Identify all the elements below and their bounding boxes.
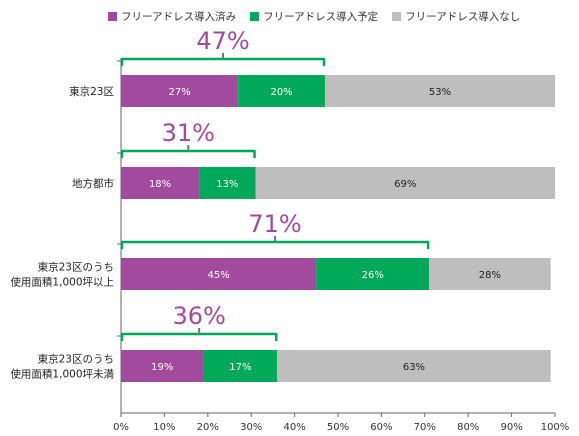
x-tick-label: 0% xyxy=(113,422,129,433)
bracket-line xyxy=(120,57,326,67)
legend-swatch xyxy=(108,11,117,21)
legend-swatch xyxy=(250,11,260,21)
data-label: 17% xyxy=(229,362,251,373)
bar-segment xyxy=(316,258,430,290)
bar-segment xyxy=(199,167,256,199)
category-label: 東京23区 xyxy=(69,85,114,98)
data-label: 18% xyxy=(149,179,171,190)
legend-label: フリーアドレス導入なし xyxy=(405,10,521,23)
bar-segment xyxy=(324,75,555,107)
x-tick-label: 100% xyxy=(541,422,570,433)
data-label: 69% xyxy=(394,179,416,190)
bracket-line xyxy=(120,240,430,250)
bar-segment xyxy=(121,258,317,290)
bar-segment xyxy=(121,75,239,107)
x-tick-label: 20% xyxy=(197,422,219,433)
bar-segment xyxy=(203,350,278,382)
bar-segment xyxy=(238,75,325,107)
x-tick-label: 60% xyxy=(370,422,392,433)
bracket-line xyxy=(120,332,278,342)
category-label: 地方都市 xyxy=(72,177,114,190)
data-label: 45% xyxy=(208,270,230,281)
data-label: 26% xyxy=(362,270,384,281)
legend-label: フリーアドレス導入済み xyxy=(121,10,237,23)
data-label: 13% xyxy=(216,179,238,190)
x-tick-label: 10% xyxy=(153,422,175,433)
category-label: 東京23区のうち xyxy=(38,353,114,366)
annotation-label: 71% xyxy=(248,210,301,238)
data-label: 53% xyxy=(429,87,451,98)
legend: フリーアドレス導入済み フリーアドレス導入予定 フリーアドレス導入なし xyxy=(108,6,520,26)
data-label: 19% xyxy=(151,362,173,373)
category-label: 東京23区のうち xyxy=(38,261,114,274)
x-tick-label: 70% xyxy=(414,422,436,433)
annotation-label: 47% xyxy=(196,27,249,55)
bar-segment xyxy=(121,167,200,199)
category-label: 使用面積1,000坪以上 xyxy=(10,276,114,289)
annotation-label: 36% xyxy=(172,302,225,330)
bar-segment xyxy=(255,167,556,199)
bar-segment xyxy=(121,350,204,382)
bar-segment xyxy=(429,258,551,290)
legend-label: フリーアドレス導入予定 xyxy=(263,10,379,23)
annotation-label: 31% xyxy=(162,119,215,147)
category-label: 使用面積1,000坪未満 xyxy=(10,368,114,381)
legend-swatch xyxy=(392,11,402,21)
bar-segment xyxy=(277,350,551,382)
x-tick-label: 80% xyxy=(457,422,479,433)
legend-item: フリーアドレス導入なし xyxy=(392,9,520,24)
data-label: 20% xyxy=(270,87,292,98)
legend-item: フリーアドレス導入済み xyxy=(108,9,236,24)
legend-item: フリーアドレス導入予定 xyxy=(250,9,378,24)
data-label: 28% xyxy=(479,270,501,281)
data-label: 63% xyxy=(403,362,425,373)
x-tick-label: 40% xyxy=(283,422,305,433)
x-tick-label: 30% xyxy=(240,422,262,433)
data-label: 27% xyxy=(168,87,190,98)
x-tick-label: 50% xyxy=(327,422,349,433)
bracket-line xyxy=(120,149,256,159)
x-tick-label: 90% xyxy=(500,422,522,433)
